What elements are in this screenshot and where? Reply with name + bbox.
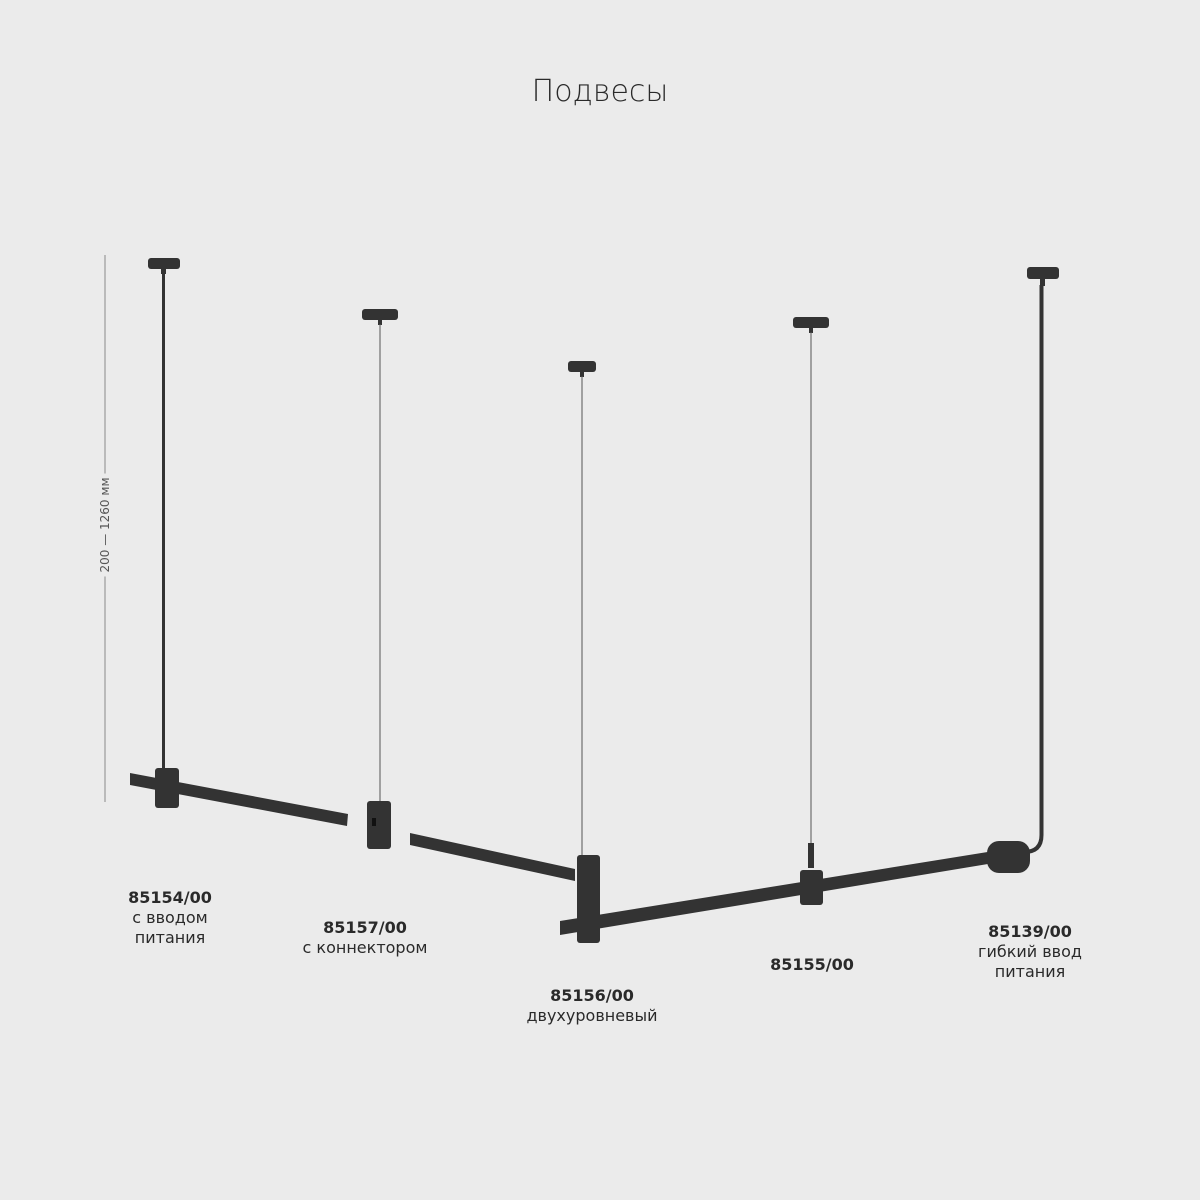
product-label-85139: 85139/00 гибкий ввод питания [930, 922, 1130, 982]
product-label-85156: 85156/00 двухуровневый [492, 986, 692, 1026]
product-desc: с коннектором [302, 938, 428, 957]
pendant-85154 [130, 258, 348, 826]
product-label-85157: 85157/00 с коннектором [265, 918, 465, 958]
product-desc: с вводом [132, 908, 208, 927]
product-desc: питания [994, 962, 1066, 981]
product-desc: гибкий ввод [978, 942, 1082, 961]
product-desc: питания [134, 928, 206, 947]
page-title: Подвесы [531, 74, 669, 109]
product-code: 85155/00 [770, 955, 854, 974]
product-desc: двухуровневый [526, 1006, 658, 1025]
product-label-85155: 85155/00 [712, 955, 912, 975]
product-code: 85139/00 [988, 922, 1072, 941]
product-code: 85157/00 [323, 918, 407, 937]
pendant-85155 [793, 317, 829, 905]
dimension-label: 200 — 1260 мм [98, 473, 112, 577]
product-code: 85156/00 [550, 986, 634, 1005]
pendant-85157 [362, 309, 398, 849]
product-label-85154: 85154/00 с вводом питания [70, 888, 270, 948]
product-code: 85154/00 [128, 888, 212, 907]
pendant-85156 [410, 361, 1000, 943]
pendant-85139 [987, 267, 1059, 873]
